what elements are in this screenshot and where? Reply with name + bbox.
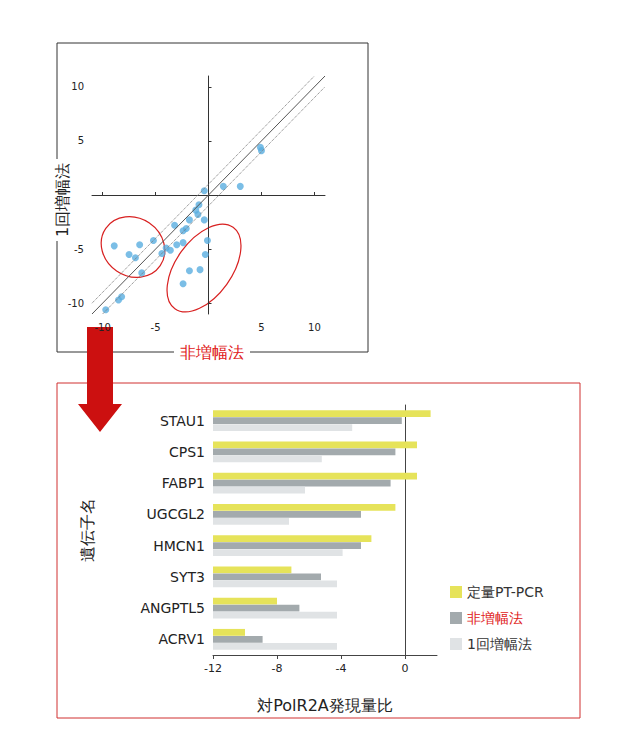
svg-text:非増幅法: 非増幅法 [467,610,523,626]
svg-text:1回増幅法: 1回増幅法 [53,163,72,237]
svg-text:UGCGL2: UGCGL2 [147,506,205,522]
svg-text:定量PT-PCR: 定量PT-PCR [467,584,544,600]
svg-text:非増幅法: 非増幅法 [180,343,244,362]
svg-text:0: 0 [402,662,409,675]
svg-text:ANGPTL5: ANGPTL5 [140,600,205,616]
svg-text:HMCN1: HMCN1 [153,538,205,554]
svg-text:10: 10 [71,81,84,92]
svg-text:-8: -8 [272,662,283,675]
svg-text:-5: -5 [151,322,161,333]
svg-text:FABP1: FABP1 [162,475,205,491]
svg-text:SYT3: SYT3 [170,569,205,585]
svg-text:対PolR2A発現量比: 対PolR2A発現量比 [257,696,393,715]
svg-text:5: 5 [78,135,84,146]
svg-text:-10: -10 [94,322,110,333]
svg-text:-10: -10 [68,298,84,309]
svg-text:-4: -4 [336,662,347,675]
svg-text:遺伝子名: 遺伝子名 [78,498,97,562]
svg-text:STAU1: STAU1 [160,413,205,429]
svg-text:5: 5 [258,322,264,333]
svg-text:10: 10 [308,322,321,333]
svg-text:ACRV1: ACRV1 [158,631,205,647]
svg-text:-12: -12 [204,662,222,675]
svg-text:1回増幅法: 1回増幅法 [467,636,532,652]
svg-text:-5: -5 [74,244,84,255]
svg-text:CPS1: CPS1 [169,444,205,460]
